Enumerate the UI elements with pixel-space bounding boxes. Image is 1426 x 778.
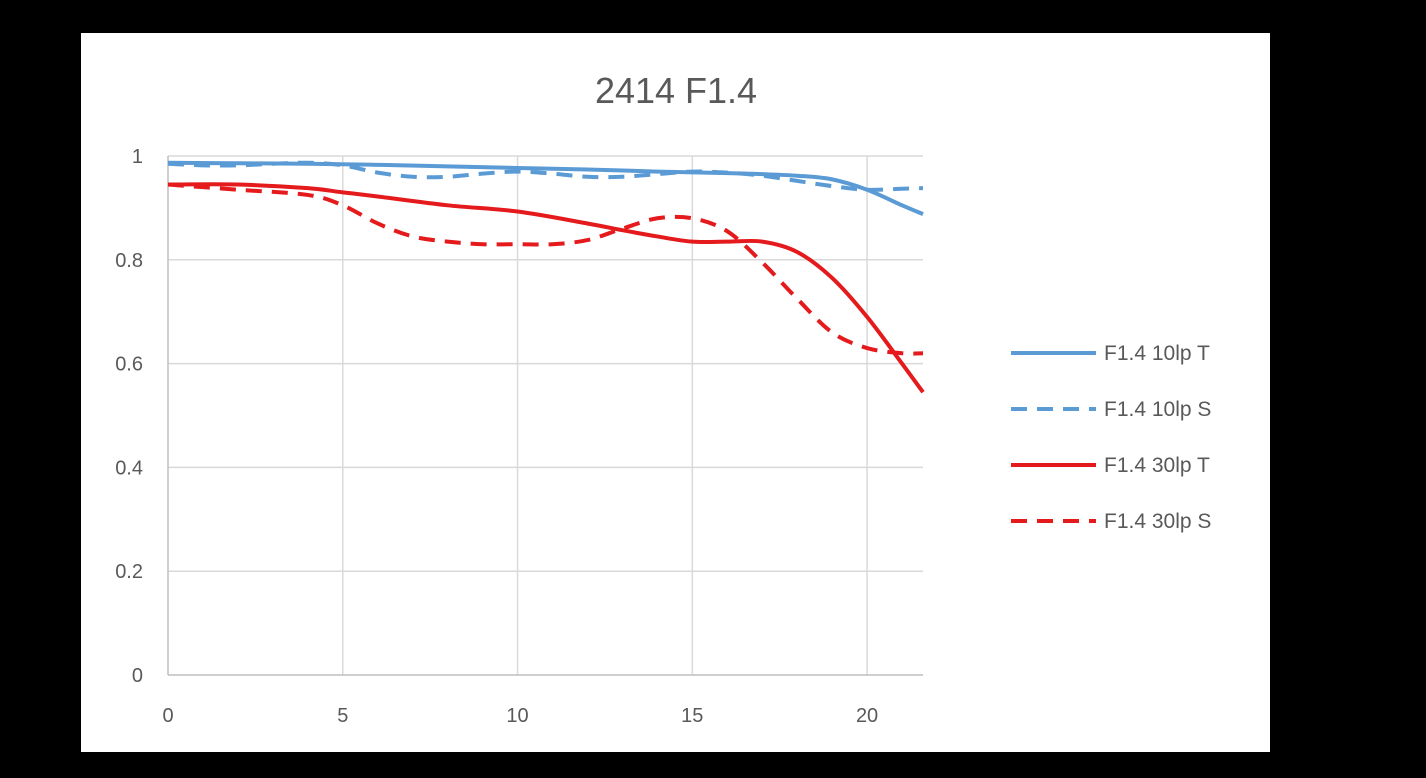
chart-title: 2414 F1.4: [595, 70, 757, 111]
legend-item: F1.4 10lp S: [1011, 398, 1211, 421]
line-chart: 2414 F1.4 00.20.40.60.810 5 10 15 20 F1.4 10…: [115, 70, 1211, 727]
series-line-f1-4-10lp-t: [167, 160, 924, 216]
y-tick-label: 0.8: [115, 250, 143, 272]
x-tick-label: 15: [681, 705, 703, 727]
chart-frame: 2414 F1.4 0 0.2 0.4 0.6 0.8 1 0 5 10 15 20 F1.4 10…: [81, 33, 1270, 752]
y-tick-label: 1: [132, 146, 143, 168]
series-line-f1-4-30lp-t: [167, 182, 925, 394]
legend-label: F1.4 10lp S: [1104, 398, 1211, 421]
x-tick-label: 20: [856, 705, 878, 727]
tick-labels: 00.20.40.60.810 5 10 15 20: [115, 146, 878, 727]
x-tick-label: 10: [506, 705, 528, 727]
legend-item: F1.4 30lp T: [1011, 454, 1210, 477]
legend-item: F1.4 30lp S: [1011, 510, 1211, 533]
y-tick-label: 0.4: [115, 457, 143, 479]
x-tick-label: 0: [162, 705, 173, 727]
series-line-f1-4-30lp-s: [167, 182, 924, 356]
legend: F1.4 10lp T F1.4 10lp S F1.4 30lp T F1.4 30…: [1011, 342, 1211, 533]
grid-layer: [168, 155, 923, 675]
legend-label: F1.4 30lp T: [1104, 454, 1210, 477]
legend-label: F1.4 30lp S: [1104, 510, 1211, 533]
x-tick-label: 5: [337, 705, 348, 727]
series-layer: [167, 160, 925, 394]
y-tick-label: 0: [132, 665, 143, 687]
y-tick-label: 0.6: [115, 354, 143, 376]
axis-layer: [167, 156, 923, 676]
legend-label: F1.4 10lp T: [1104, 342, 1210, 365]
legend-item: F1.4 10lp T: [1011, 342, 1210, 365]
y-tick-label: 0.2: [115, 561, 143, 583]
